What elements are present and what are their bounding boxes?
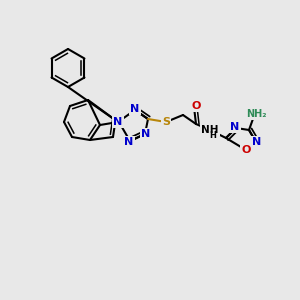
Text: N: N <box>141 129 151 139</box>
Text: O: O <box>191 101 201 111</box>
Text: NH: NH <box>201 125 219 135</box>
Text: N: N <box>252 137 262 147</box>
Text: N: N <box>113 117 123 127</box>
Text: N: N <box>124 137 134 147</box>
Text: H: H <box>210 131 216 140</box>
Text: N: N <box>130 104 140 114</box>
Text: O: O <box>241 145 251 155</box>
Text: NH₂: NH₂ <box>246 109 266 119</box>
Text: S: S <box>162 117 170 127</box>
Text: N: N <box>230 122 240 132</box>
